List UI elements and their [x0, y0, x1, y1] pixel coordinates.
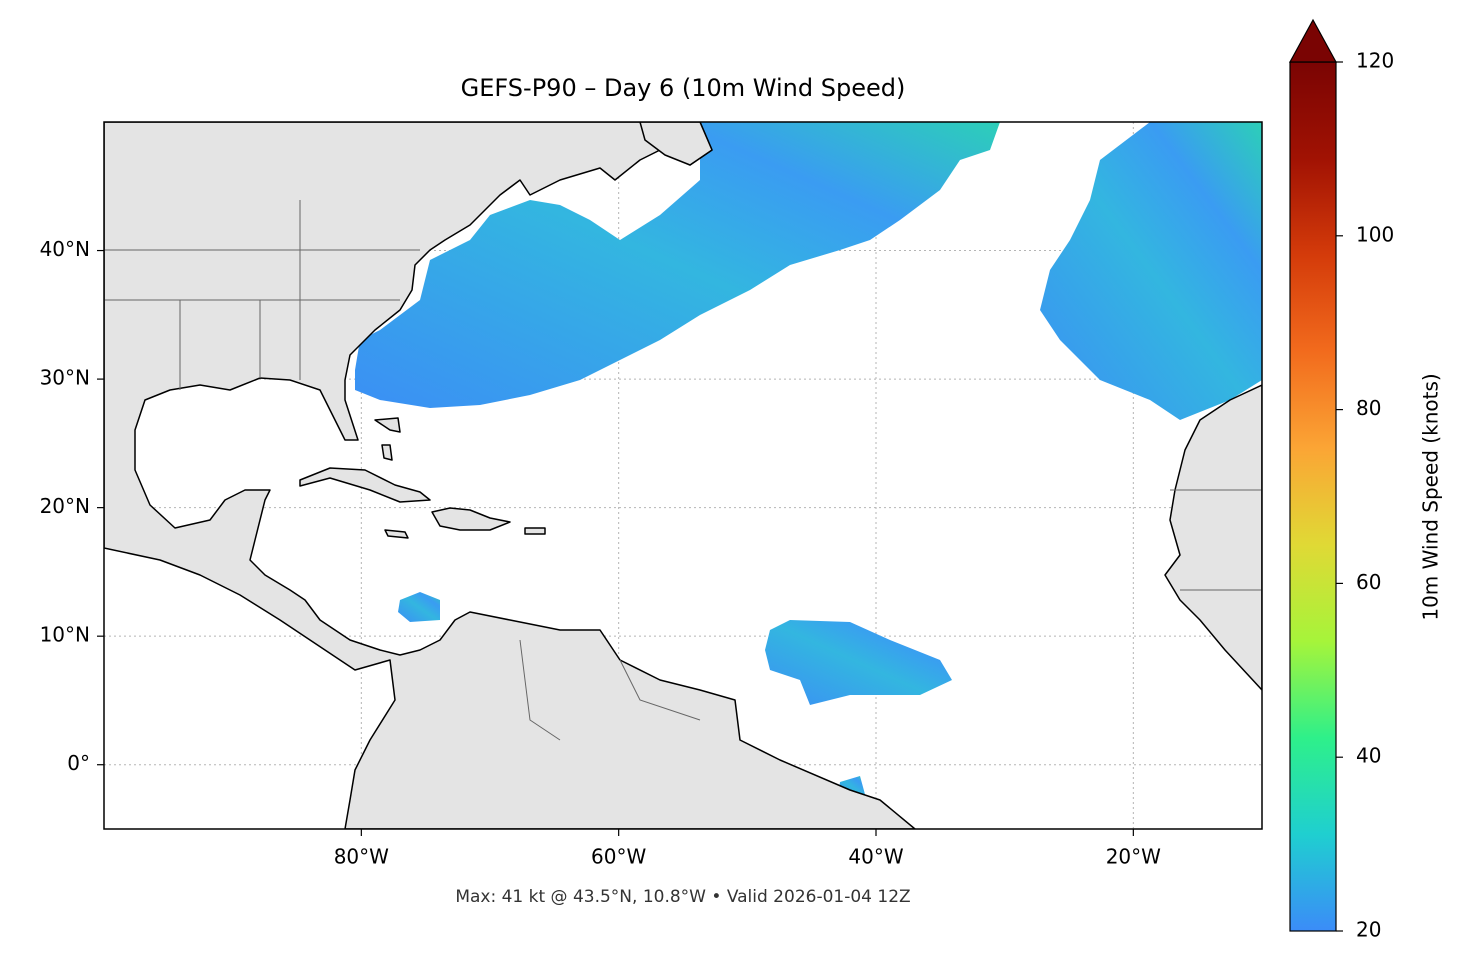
africa	[1164, 384, 1262, 691]
colorbar-label: 10m Wind Speed (knots)	[1419, 373, 1443, 620]
colorbar-extend	[1288, 18, 1338, 63]
colorbar-tick-label: 20	[1356, 918, 1381, 942]
americas	[104, 122, 916, 829]
land	[104, 122, 1262, 829]
jamaica	[384, 529, 409, 539]
x-tick-label: 80°W	[334, 845, 389, 869]
borders	[104, 200, 1262, 741]
hispaniola	[431, 507, 511, 531]
map-body	[104, 122, 1262, 829]
footer-note: Max: 41 kt @ 43.5°N, 10.8°W • Valid 2026…	[455, 887, 910, 907]
map-title: GEFS-P90 – Day 6 (10m Wind Speed)	[461, 74, 906, 102]
bahamas	[374, 417, 401, 461]
x-tick-label: 20°W	[1106, 845, 1161, 869]
newfoundland	[639, 122, 713, 166]
colorbar-tick-label: 40	[1356, 744, 1381, 768]
colorbar-tick-label: 60	[1356, 570, 1381, 594]
wind-area	[1040, 122, 1262, 420]
y-tick-label: 0°	[67, 751, 90, 775]
colorbar-tick-label: 120	[1356, 49, 1394, 73]
x-tick-label: 40°W	[848, 845, 903, 869]
axes-frame	[103, 121, 1263, 830]
y-tick-label: 20°N	[40, 494, 90, 518]
colorbar-tick-label: 80	[1356, 396, 1381, 420]
x-tick-label: 60°W	[591, 845, 646, 869]
cuba	[299, 467, 431, 503]
wind-area	[765, 620, 952, 705]
puerto-rico	[524, 527, 546, 535]
colorbar-tick-label: 100	[1356, 222, 1394, 246]
y-tick-label: 10°N	[40, 623, 90, 647]
y-tick-label: 30°N	[40, 366, 90, 390]
y-tick-label: 40°N	[40, 237, 90, 261]
wind-area	[398, 592, 440, 622]
colorbar-body	[1289, 61, 1337, 932]
wind-area	[355, 122, 1000, 408]
colorbar: 10m Wind Speed (knots) 20 40 60 80 100 120	[1288, 18, 1443, 942]
wind-areas	[240, 122, 1262, 798]
